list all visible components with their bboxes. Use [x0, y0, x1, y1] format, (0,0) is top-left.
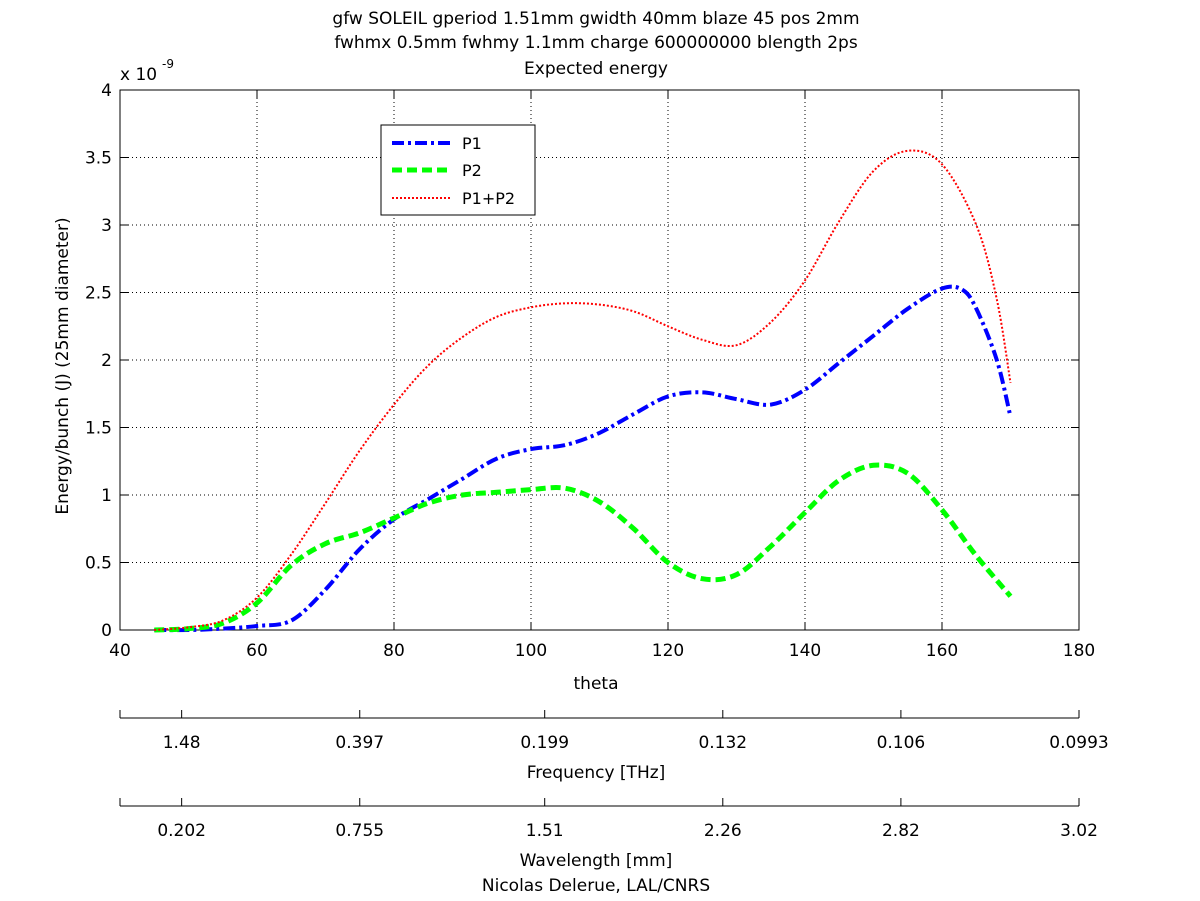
series-line-p1 [154, 284, 1013, 633]
series-line-p1plusp2 [154, 149, 1012, 631]
x-tick-label: 180 [1063, 641, 1095, 661]
secondary-axes: 1.48 0.397 0.199 0.132 0.106 0.0993 0.202 0.755… [119, 710, 1109, 841]
wavelength-tick-label: 1.51 [526, 821, 564, 841]
frequency-tick-label: 1.48 [163, 733, 201, 753]
legend-box [380, 124, 536, 216]
x-axis-ticks: 40 60 80 100 120 140 160 180 [109, 90, 1095, 661]
series-line-p2 [154, 462, 1013, 633]
wavelength-tick-label: 2.82 [882, 821, 920, 841]
wavelength-tick-label: 0.202 [157, 821, 206, 841]
y-tick-label: 1.5 [85, 419, 112, 439]
y-tick-label: 2.5 [85, 284, 112, 304]
grid-lines [120, 90, 1079, 630]
x-axis-label: theta [574, 674, 619, 694]
plot-frame [119, 89, 1080, 631]
x-tick-label: 100 [515, 641, 547, 661]
legend-label-p1: P1 [462, 134, 482, 153]
x-tick-label: 160 [926, 641, 958, 661]
y-tick-label: 0.5 [85, 554, 112, 574]
chart-title-line-3: Expected energy [524, 59, 668, 79]
legend: P1 P2 P1+P2 [380, 124, 536, 216]
x-tick-label: 120 [652, 641, 684, 661]
plot-area-border [119, 89, 1080, 631]
frequency-axis-label: Frequency [THz] [527, 763, 666, 783]
frequency-tick-label: 0.106 [877, 733, 926, 753]
frequency-tick-label: 0.0993 [1049, 733, 1108, 753]
frequency-tick-label: 0.132 [698, 733, 747, 753]
y-exponent-base: x 10 [120, 65, 157, 85]
y-axis-ticks: 0 0.5 1 1.5 2 2.5 3 3.5 4 [85, 81, 1079, 641]
y-tick-label: 2 [101, 351, 112, 371]
wavelength-tick-label: 3.02 [1060, 821, 1098, 841]
frequency-tick-label: 0.397 [335, 733, 384, 753]
chart-title-line-1: gfw SOLEIL gperiod 1.51mm gwidth 40mm bl… [332, 9, 859, 29]
y-tick-label: 0 [101, 621, 112, 641]
y-tick-label: 4 [101, 81, 112, 101]
frequency-tick-label: 0.199 [520, 733, 569, 753]
y-exponent-power: -9 [162, 57, 174, 71]
legend-label-p2: P2 [462, 161, 482, 180]
wavelength-axis-label: Wavelength [mm] [520, 851, 673, 871]
wavelength-tick-label: 0.755 [335, 821, 384, 841]
x-tick-label: 140 [789, 641, 821, 661]
y-axis-label: Energy/bunch (J) (25mm diameter) [53, 217, 73, 514]
author-footer: Nicolas Delerue, LAL/CNRS [482, 876, 710, 896]
wavelength-tick-label: 2.26 [704, 821, 742, 841]
x-tick-label: 60 [246, 641, 268, 661]
chart-title-line-2: fwhmx 0.5mm fwhmy 1.1mm charge 600000000… [334, 33, 858, 53]
x-tick-label: 40 [109, 641, 131, 661]
y-tick-label: 3 [101, 216, 112, 236]
y-tick-label: 1 [101, 486, 112, 506]
x-tick-label: 80 [383, 641, 405, 661]
legend-label-p1p2: P1+P2 [462, 189, 515, 208]
series-lines [154, 149, 1013, 633]
y-tick-label: 3.5 [85, 149, 112, 169]
